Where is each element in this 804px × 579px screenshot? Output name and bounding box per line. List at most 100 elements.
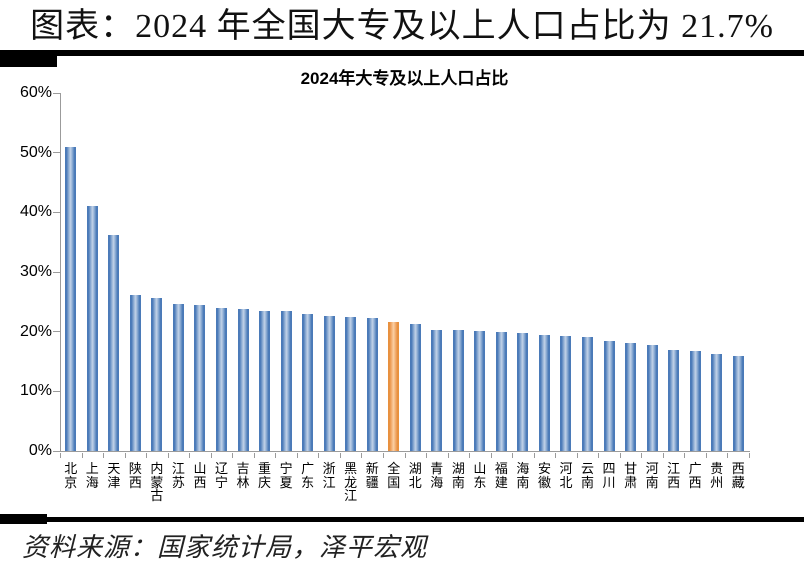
title-divider-line [0, 50, 804, 56]
y-axis-tick [53, 390, 60, 392]
x-axis-tick [555, 452, 557, 458]
x-axis-tick [81, 452, 83, 458]
bar-陕西 [129, 294, 141, 451]
bar-辽宁 [215, 307, 227, 451]
x-axis-tick [361, 452, 363, 458]
x-label-上海: 上海 [85, 461, 99, 490]
bar-全国 [388, 321, 400, 451]
y-axis-label: 20% [19, 322, 52, 340]
bar-湖北 [409, 323, 421, 451]
y-axis-label: 50% [19, 143, 52, 161]
x-axis-tick [210, 452, 212, 458]
x-axis-tick [232, 452, 234, 458]
y-axis-tick [53, 450, 60, 452]
x-label-吉林: 吉林 [236, 461, 250, 490]
x-axis-tick [533, 452, 535, 458]
bar-广西 [689, 351, 701, 451]
x-label-辽宁: 辽宁 [214, 461, 228, 490]
plot-area [60, 93, 750, 452]
bar-湖南 [452, 330, 464, 451]
bar-甘肃 [625, 343, 637, 451]
x-axis-tick [490, 452, 492, 458]
chart-title: 2024年大专及以上人口占比 [300, 69, 509, 88]
x-label-甘肃: 甘肃 [624, 461, 638, 490]
x-label-西藏: 西藏 [731, 461, 745, 490]
bar-河北 [560, 336, 572, 451]
x-axis-tick [598, 452, 600, 458]
x-label-黑龙江: 黑龙江 [344, 461, 358, 503]
y-axis-tick [53, 92, 60, 94]
bar-江西 [668, 349, 680, 451]
x-label-陕西: 陕西 [128, 461, 142, 490]
bar-北京 [65, 147, 77, 451]
title-divider-left-cap [0, 51, 57, 67]
x-axis-tick [103, 452, 105, 458]
source-note: 资料来源：国家统计局，泽平宏观 [22, 533, 428, 562]
document-title: 图表：2024 年全国大专及以上人口占比为 21.7% [30, 8, 774, 45]
y-axis-label: 40% [19, 203, 52, 221]
bar-内蒙古 [151, 298, 163, 451]
x-axis-tick [382, 452, 384, 458]
x-label-全国: 全国 [387, 461, 401, 490]
y-axis-label: 30% [19, 263, 52, 280]
y-axis-tick [53, 152, 60, 154]
x-axis-tick [512, 452, 514, 458]
x-label-天津: 天津 [107, 461, 121, 490]
x-label-河南: 河南 [645, 461, 659, 490]
x-label-湖南: 湖南 [451, 461, 465, 490]
x-label-山西: 山西 [193, 461, 207, 490]
x-label-四川: 四川 [602, 461, 616, 490]
x-axis-tick [469, 452, 471, 458]
x-label-新疆: 新疆 [365, 461, 379, 490]
bar-吉林 [237, 308, 249, 451]
bar-云南 [582, 337, 594, 451]
x-axis-tick [641, 452, 643, 458]
x-axis-tick [253, 452, 255, 458]
x-axis-tick [404, 452, 406, 458]
x-axis-tick [318, 452, 320, 458]
x-axis-tick [189, 452, 191, 458]
x-axis-tick [296, 452, 298, 458]
x-axis-tick [749, 452, 750, 458]
x-label-宁夏: 宁夏 [279, 461, 293, 490]
bar-西藏 [732, 355, 744, 451]
x-axis-tick [684, 452, 686, 458]
bar-新疆 [366, 317, 378, 451]
x-label-河北: 河北 [559, 461, 573, 490]
x-axis-tick [426, 452, 428, 458]
x-axis-tick [339, 452, 341, 458]
bar-宁夏 [280, 311, 292, 451]
x-axis-tick [576, 452, 578, 458]
x-label-内蒙古: 内蒙古 [150, 461, 164, 503]
x-axis-tick [275, 452, 277, 458]
x-label-安徽: 安徽 [537, 461, 551, 490]
bar-海南 [517, 332, 529, 451]
x-label-北京: 北京 [64, 461, 78, 490]
x-label-浙江: 浙江 [322, 461, 336, 490]
x-label-云南: 云南 [581, 461, 595, 490]
footer-divider-line [0, 517, 804, 522]
x-label-广东: 广东 [301, 461, 315, 490]
bar-福建 [495, 332, 507, 451]
bar-天津 [108, 235, 120, 451]
x-label-海南: 海南 [516, 461, 530, 490]
bar-河南 [646, 344, 658, 451]
x-axis-tick [662, 452, 664, 458]
footer-divider-left-cap [0, 514, 47, 524]
x-axis-tick [727, 452, 729, 458]
bar-青海 [431, 329, 443, 451]
x-label-江西: 江西 [667, 461, 681, 490]
y-axis-label: 10% [19, 382, 52, 400]
y-axis-tick [53, 211, 60, 213]
y-axis-tick [53, 271, 60, 273]
bar-山西 [194, 304, 206, 451]
x-axis-tick [447, 452, 449, 458]
y-axis-label: 0% [28, 442, 52, 459]
bar-上海 [86, 206, 98, 451]
x-axis-tick [705, 452, 707, 458]
x-axis-tick [60, 452, 61, 458]
bar-黑龙江 [345, 317, 357, 451]
bar-江苏 [172, 304, 184, 451]
x-label-广西: 广西 [688, 461, 702, 490]
